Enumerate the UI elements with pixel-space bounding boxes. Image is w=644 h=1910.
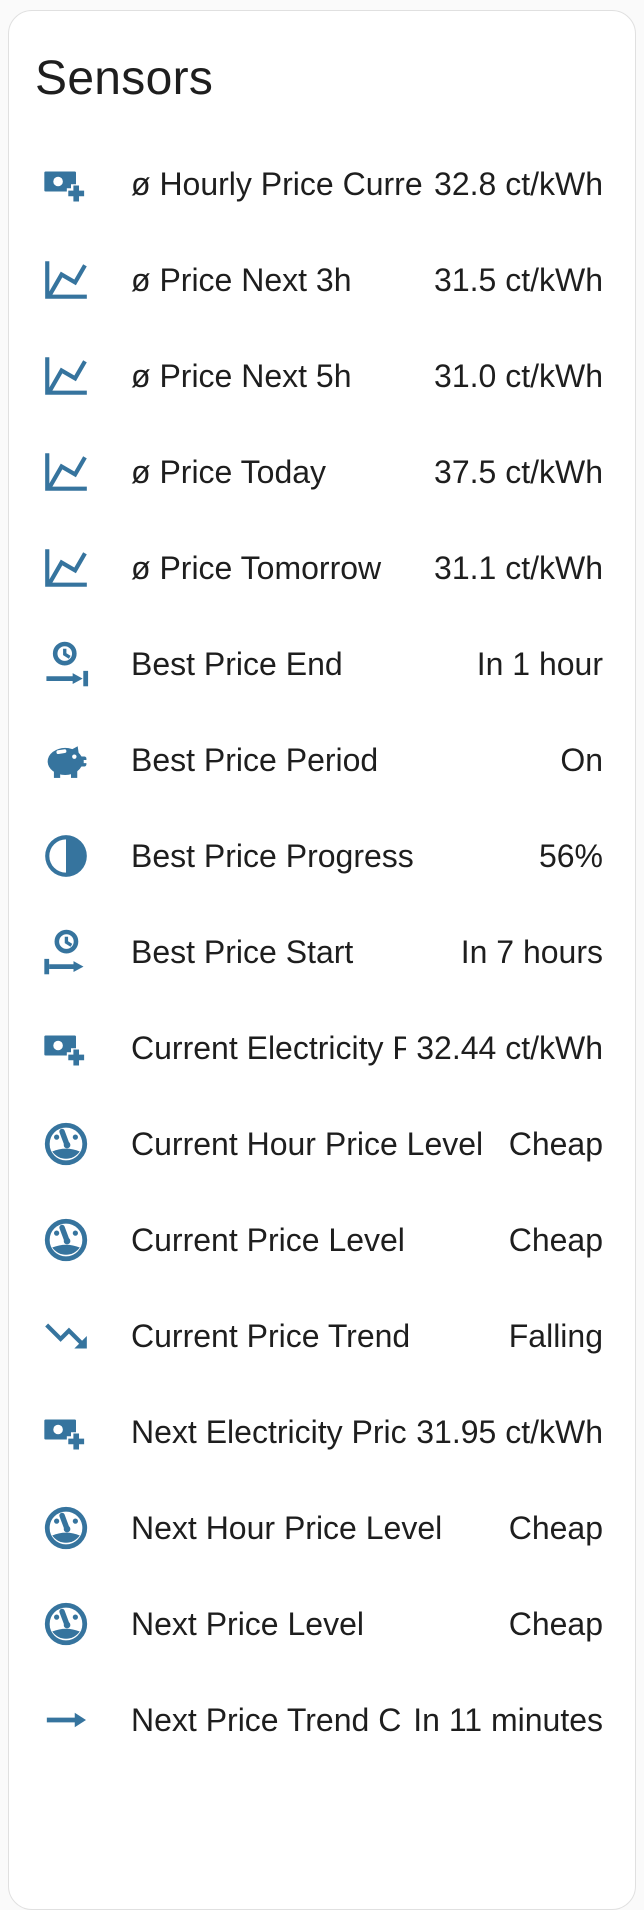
- entity-row[interactable]: Current Price Trend Falling: [41, 1288, 603, 1384]
- chart-line-icon: [41, 543, 91, 593]
- entity-row[interactable]: ø Price Tomorrow 31.1 ct/kWh: [41, 520, 603, 616]
- entity-value: 32.44 ct/kWh: [416, 1030, 603, 1066]
- entity-value: Cheap: [508, 1606, 603, 1642]
- entity-value: Falling: [508, 1318, 603, 1354]
- entity-value: 31.0 ct/kWh: [434, 358, 603, 394]
- entity-name: ø Price Next 5h: [131, 358, 352, 394]
- entity-list: ø Hourly Price Current 32.8 ct/kWh ø Pri…: [9, 136, 635, 1768]
- entity-row[interactable]: Current Price Level Cheap: [41, 1192, 603, 1288]
- entity-name: Next Hour Price Level: [131, 1510, 443, 1546]
- entity-value: In 11 minutes: [413, 1702, 603, 1738]
- clock-end-icon: [41, 639, 91, 689]
- entity-row[interactable]: Next Hour Price Level Cheap: [41, 1480, 603, 1576]
- entity-value: 37.5 ct/kWh: [434, 454, 603, 490]
- entity-value: In 7 hours: [460, 934, 603, 970]
- entity-value: In 1 hour: [476, 646, 603, 682]
- entity-name: Next Electricity Price: [131, 1414, 407, 1450]
- arrow-right-icon: [41, 1695, 91, 1745]
- entity-row[interactable]: ø Price Next 5h 31.0 ct/kWh: [41, 328, 603, 424]
- entity-name: Current Price Trend: [131, 1318, 411, 1354]
- entity-name: Current Electricity Pr…: [131, 1030, 407, 1066]
- entity-value: Cheap: [508, 1510, 603, 1546]
- entity-name: Next Price Level: [131, 1606, 364, 1642]
- sensors-card: Sensors ø Hourly Price Current 32.8 ct/k…: [8, 10, 636, 1910]
- gauge-icon: [41, 1215, 91, 1265]
- entity-row[interactable]: Best Price Period On: [41, 712, 603, 808]
- entity-value: 31.5 ct/kWh: [434, 262, 603, 298]
- entity-row[interactable]: Best Price End In 1 hour: [41, 616, 603, 712]
- entity-row[interactable]: Current Electricity Pr… 32.44 ct/kWh: [41, 1000, 603, 1096]
- entity-name: ø Price Today: [131, 454, 327, 490]
- chart-line-icon: [41, 447, 91, 497]
- entity-value: 32.8 ct/kWh: [434, 166, 603, 202]
- gauge-icon: [41, 1599, 91, 1649]
- entity-row[interactable]: Next Electricity Price 31.95 ct/kWh: [41, 1384, 603, 1480]
- clock-start-icon: [41, 927, 91, 977]
- chart-line-icon: [41, 351, 91, 401]
- trending-down-icon: [41, 1311, 91, 1361]
- entity-name: ø Price Next 3h: [131, 262, 352, 298]
- piggy-bank-icon: [41, 735, 91, 785]
- circle-half-full-icon: [41, 831, 91, 881]
- entity-name: ø Price Tomorrow: [131, 550, 382, 586]
- entity-value: Cheap: [508, 1222, 603, 1258]
- entity-value: 31.1 ct/kWh: [434, 550, 603, 586]
- card-title: Sensors: [35, 52, 214, 105]
- entity-row[interactable]: Best Price Progress 56%: [41, 808, 603, 904]
- entity-name: Next Price Trend Ch…: [131, 1702, 403, 1738]
- cash-plus-icon: [41, 1407, 91, 1457]
- cash-plus-icon: [41, 1023, 91, 1073]
- gauge-icon: [41, 1119, 91, 1169]
- cash-plus-icon: [41, 159, 91, 209]
- entity-row[interactable]: ø Hourly Price Current 32.8 ct/kWh: [41, 136, 603, 232]
- entity-name: Best Price End: [131, 646, 343, 682]
- entity-name: Best Price Period: [131, 742, 379, 778]
- entity-name: Current Price Level: [131, 1222, 405, 1258]
- entity-row[interactable]: Best Price Start In 7 hours: [41, 904, 603, 1000]
- entity-value: 56%: [538, 838, 603, 874]
- entity-row[interactable]: Current Hour Price Level Cheap: [41, 1096, 603, 1192]
- entity-value: Cheap: [508, 1126, 603, 1162]
- entity-row[interactable]: ø Price Today 37.5 ct/kWh: [41, 424, 603, 520]
- gauge-icon: [41, 1503, 91, 1553]
- chart-line-icon: [41, 255, 91, 305]
- entity-name: Best Price Start: [131, 934, 354, 970]
- entity-row[interactable]: Next Price Level Cheap: [41, 1576, 603, 1672]
- entity-row[interactable]: Next Price Trend Ch… In 11 minutes: [41, 1672, 603, 1768]
- entity-value: 31.95 ct/kWh: [416, 1414, 603, 1450]
- entity-row[interactable]: ø Price Next 3h 31.5 ct/kWh: [41, 232, 603, 328]
- entity-value: On: [560, 742, 603, 778]
- entity-name: Current Hour Price Level: [131, 1126, 484, 1162]
- entity-name: Best Price Progress: [131, 838, 414, 874]
- entity-name: ø Hourly Price Current: [131, 166, 425, 202]
